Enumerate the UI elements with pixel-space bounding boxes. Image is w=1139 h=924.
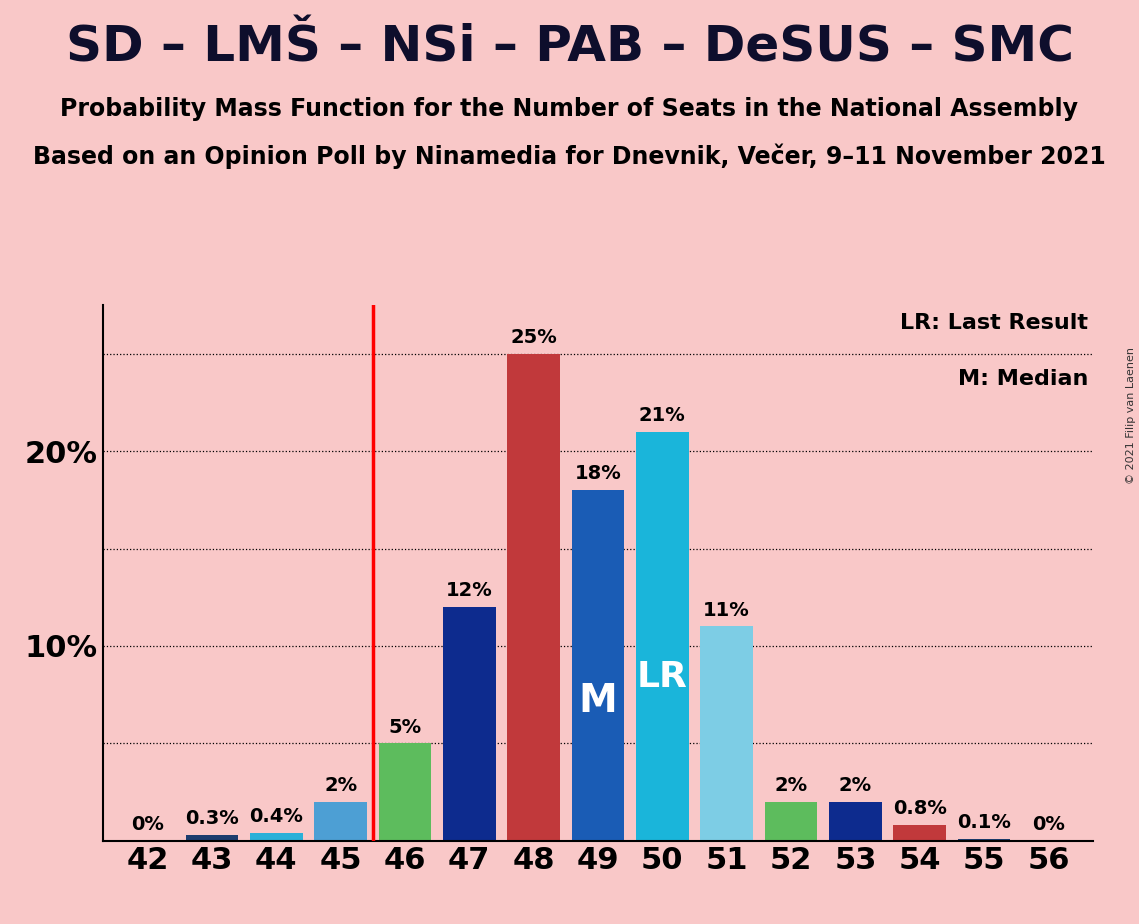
Bar (378, 744, 432, 841)
Text: SD – LMŠ – NSi – PAB – DeSUS – SMC: SD – LMŠ – NSi – PAB – DeSUS – SMC (66, 23, 1073, 71)
Text: M: Median: M: Median (958, 370, 1089, 389)
Text: 2%: 2% (775, 776, 808, 795)
Text: 11%: 11% (703, 601, 751, 620)
Bar (700, 626, 753, 841)
Bar (443, 607, 495, 841)
Bar (829, 802, 882, 841)
Bar (507, 354, 560, 841)
Text: 0.8%: 0.8% (893, 799, 947, 819)
Text: 12%: 12% (445, 581, 493, 601)
Bar (186, 835, 238, 841)
Bar (314, 802, 367, 841)
Text: 0.1%: 0.1% (957, 813, 1011, 833)
Text: LR: LR (637, 660, 688, 694)
Text: 0%: 0% (1032, 815, 1065, 834)
Text: Probability Mass Function for the Number of Seats in the National Assembly: Probability Mass Function for the Number… (60, 97, 1079, 121)
Bar (249, 833, 303, 841)
Text: 0.3%: 0.3% (185, 809, 239, 828)
Text: 0%: 0% (131, 815, 164, 834)
Text: M: M (579, 682, 617, 720)
Text: 25%: 25% (510, 328, 557, 346)
Bar (893, 825, 947, 841)
Text: 0.4%: 0.4% (249, 808, 303, 826)
Text: 2%: 2% (323, 776, 358, 795)
Bar (636, 432, 689, 841)
Bar (764, 802, 818, 841)
Bar (572, 490, 624, 841)
Text: © 2021 Filip van Laenen: © 2021 Filip van Laenen (1126, 347, 1136, 484)
Bar (958, 839, 1010, 841)
Text: 5%: 5% (388, 718, 421, 736)
Text: Based on an Opinion Poll by Ninamedia for Dnevnik, Večer, 9–11 November 2021: Based on an Opinion Poll by Ninamedia fo… (33, 143, 1106, 169)
Text: 2%: 2% (838, 776, 872, 795)
Text: 18%: 18% (574, 464, 622, 483)
Text: LR: Last Result: LR: Last Result (901, 313, 1089, 333)
Text: 21%: 21% (639, 406, 686, 425)
